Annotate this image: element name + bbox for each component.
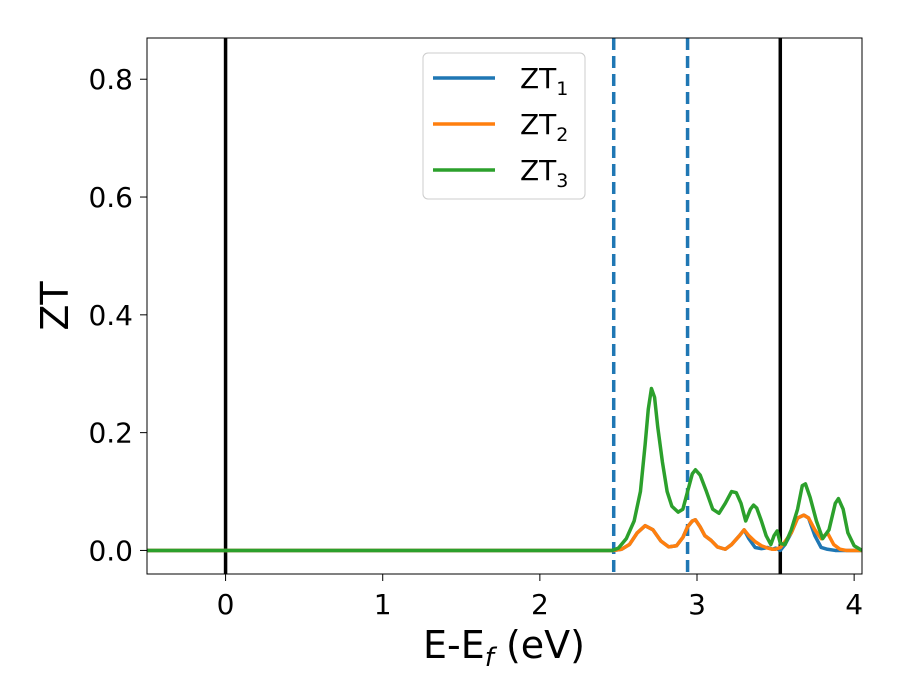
y-axis-label: ZT [33, 281, 77, 331]
legend: ZT1 ZT2 ZT3 [422, 52, 586, 200]
x-axis-label: E-Ef (eV) [423, 623, 585, 673]
legend-label-zt3: ZT3 [520, 154, 568, 192]
series-group [147, 386, 862, 553]
y-tick-label: 0.8 [88, 63, 133, 96]
y-tick-label: 0.0 [88, 534, 133, 567]
legend-label-zt2: ZT2 [520, 108, 568, 146]
reference-lines [223, 38, 783, 574]
x-tick-label: 1 [374, 588, 392, 621]
y-tick-label: 0.2 [88, 417, 133, 450]
legend-frame [422, 52, 586, 200]
y-axis: 0.0 0.2 0.4 0.6 0.8 [88, 63, 147, 567]
x-tick-label: 2 [531, 588, 549, 621]
x-tick-label: 4 [845, 588, 863, 621]
series-line-zt2 [147, 513, 862, 553]
series-line-zt3 [147, 386, 862, 553]
x-tick-label: 3 [688, 588, 706, 621]
x-axis: 0 1 2 3 4 [217, 574, 863, 621]
y-tick-label: 0.4 [88, 299, 133, 332]
legend-label-zt1: ZT1 [520, 62, 568, 100]
axes-frame [146, 37, 863, 575]
x-tick-label: 0 [217, 588, 235, 621]
y-tick-label: 0.6 [88, 181, 133, 214]
